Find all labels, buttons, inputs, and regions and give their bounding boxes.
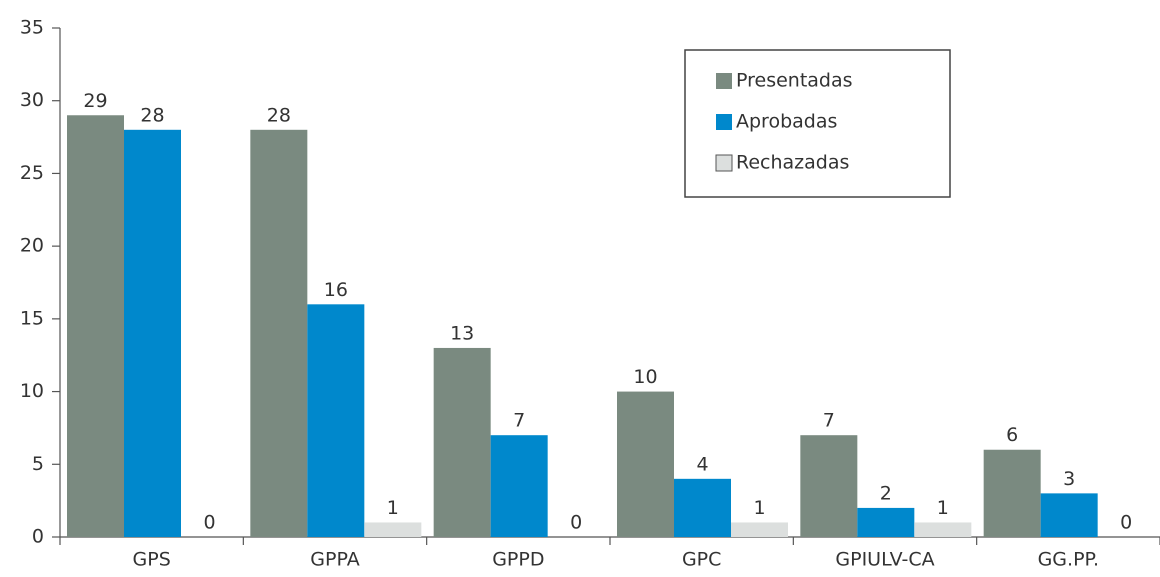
value-label: 1 [937, 497, 949, 519]
x-tick-label: GPS [133, 549, 171, 571]
legend-swatch [716, 73, 732, 89]
bar [731, 522, 788, 537]
bar [490, 435, 548, 537]
value-label: 7 [513, 410, 525, 432]
value-label: 10 [633, 366, 657, 388]
legend-swatch [716, 114, 732, 130]
value-label: 16 [324, 279, 348, 301]
value-label: 13 [450, 322, 474, 344]
value-label: 0 [1120, 512, 1132, 534]
legend-swatch [715, 154, 733, 172]
y-tick-label: 35 [20, 17, 44, 39]
legend-label: Aprobadas [736, 111, 837, 133]
y-tick-label: 20 [20, 235, 44, 257]
bar [364, 522, 422, 537]
x-tick-label: GG.PP. [1038, 549, 1099, 571]
bar [857, 507, 915, 537]
bar [674, 478, 731, 537]
value-label: 2 [880, 482, 892, 504]
value-label: 3 [1063, 468, 1075, 490]
legend-label: Presentadas [736, 70, 853, 92]
y-tick-label: 0 [32, 526, 44, 548]
x-tick-label: GPC [682, 549, 721, 571]
bar [67, 115, 124, 537]
bar [914, 522, 972, 537]
bar [617, 391, 674, 537]
bar [800, 435, 858, 537]
value-label: 7 [823, 410, 835, 432]
bar [1040, 493, 1098, 537]
value-label: 29 [83, 90, 107, 112]
y-tick-label: 25 [20, 162, 44, 184]
value-label: 0 [203, 512, 215, 534]
value-label: 28 [267, 104, 291, 126]
value-label: 28 [140, 104, 164, 126]
bar [307, 304, 365, 537]
bar [124, 129, 181, 538]
y-tick-label: 5 [32, 453, 44, 475]
value-label: 1 [753, 497, 765, 519]
bar [983, 449, 1041, 537]
value-label: 1 [387, 497, 399, 519]
value-label: 0 [570, 512, 582, 534]
bar [433, 347, 491, 537]
value-label: 6 [1006, 424, 1018, 446]
y-tick-label: 30 [20, 89, 44, 111]
x-tick-label: GPPA [310, 549, 359, 571]
legend-label: Rechazadas [736, 152, 849, 174]
bar [250, 129, 308, 538]
x-tick-label: GPIULV-CA [835, 549, 934, 571]
y-tick-label: 10 [20, 380, 44, 402]
x-tick-label: GPPD [492, 549, 544, 571]
value-label: 4 [696, 453, 708, 475]
y-tick-label: 15 [20, 307, 44, 329]
